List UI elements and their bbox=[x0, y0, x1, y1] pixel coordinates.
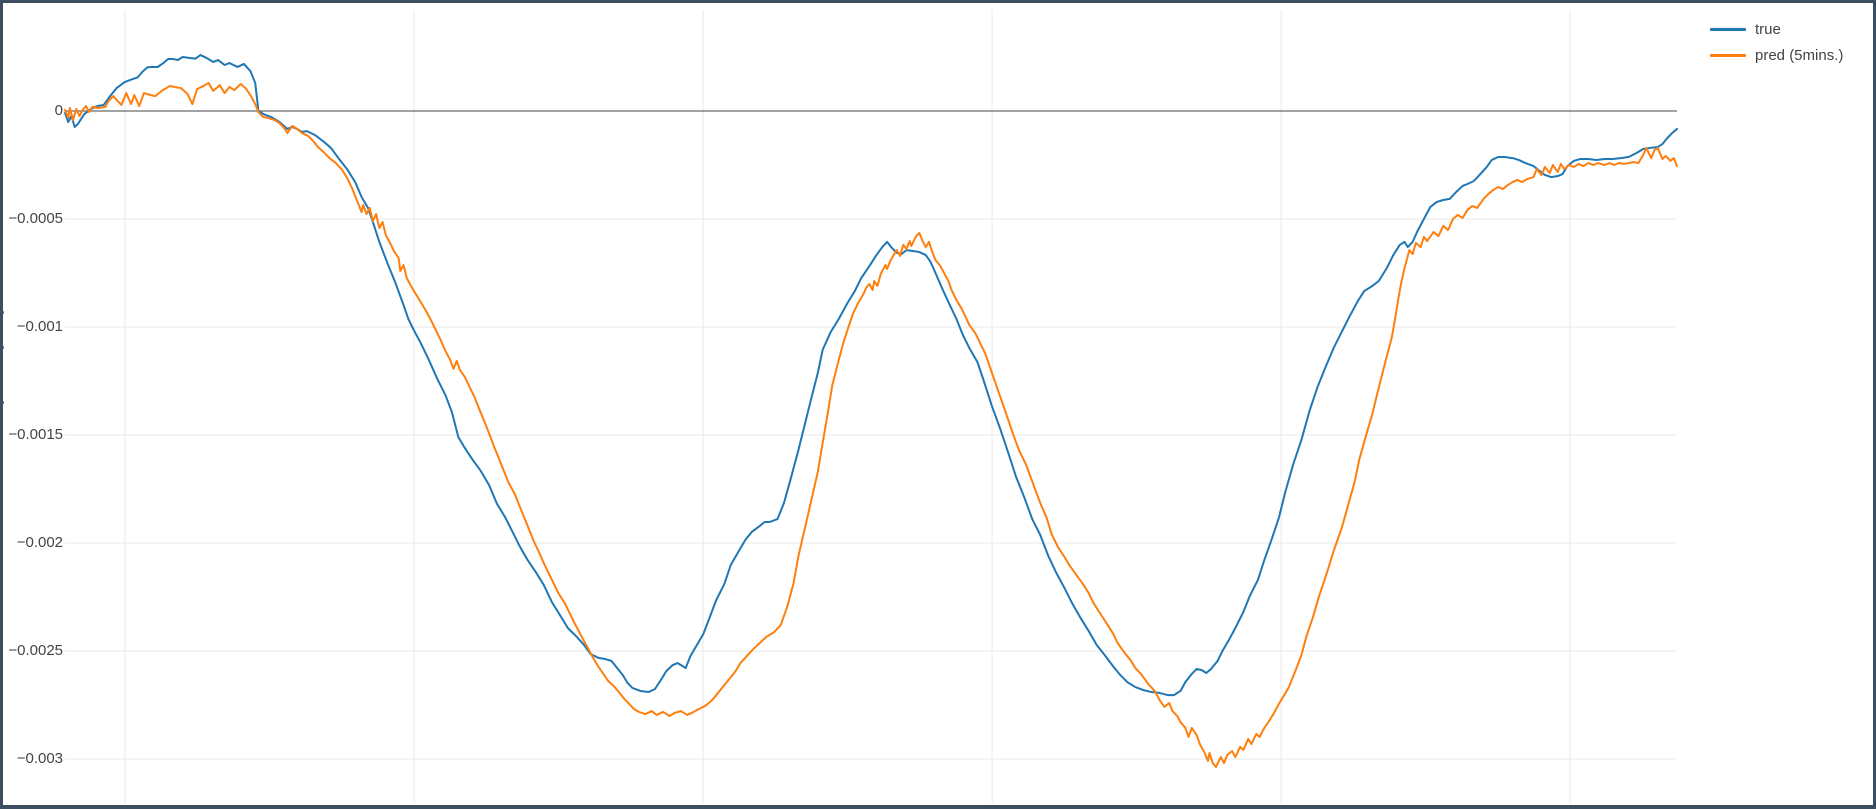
y-tick-label: 0 bbox=[54, 102, 63, 119]
y-tick-label: −0.0005 bbox=[8, 210, 63, 227]
series-line-pred[interactable] bbox=[64, 81, 1678, 768]
series-line-true[interactable] bbox=[64, 54, 1678, 697]
legend-item-label: true bbox=[1755, 21, 1781, 38]
legend[interactable]: true pred (5mins.) bbox=[1710, 19, 1843, 66]
y-tick-label: −0.0025 bbox=[8, 642, 63, 659]
plot-area[interactable] bbox=[64, 10, 1678, 803]
y-tick-label: −0.0015 bbox=[8, 426, 63, 443]
legend-item-label: pred (5mins.) bbox=[1755, 47, 1844, 64]
y-tick-label: −0.003 bbox=[16, 750, 63, 767]
plot-canvas bbox=[64, 10, 1678, 803]
y-tick-label: −0.001 bbox=[16, 318, 63, 335]
y-tick-label: −0.002 bbox=[16, 534, 63, 551]
legend-item-true[interactable]: true bbox=[1710, 19, 1843, 40]
legend-swatch bbox=[1710, 54, 1746, 57]
legend-item-pred[interactable]: pred (5mins.) bbox=[1710, 45, 1843, 66]
legend-swatch bbox=[1710, 28, 1746, 31]
y-axis-tick-labels: 0 −0.0005 −0.001 −0.0015 −0.002 −0.0025 −0.003 bbox=[3, 10, 63, 803]
y-axis-title-clipped bbox=[3, 303, 6, 413]
